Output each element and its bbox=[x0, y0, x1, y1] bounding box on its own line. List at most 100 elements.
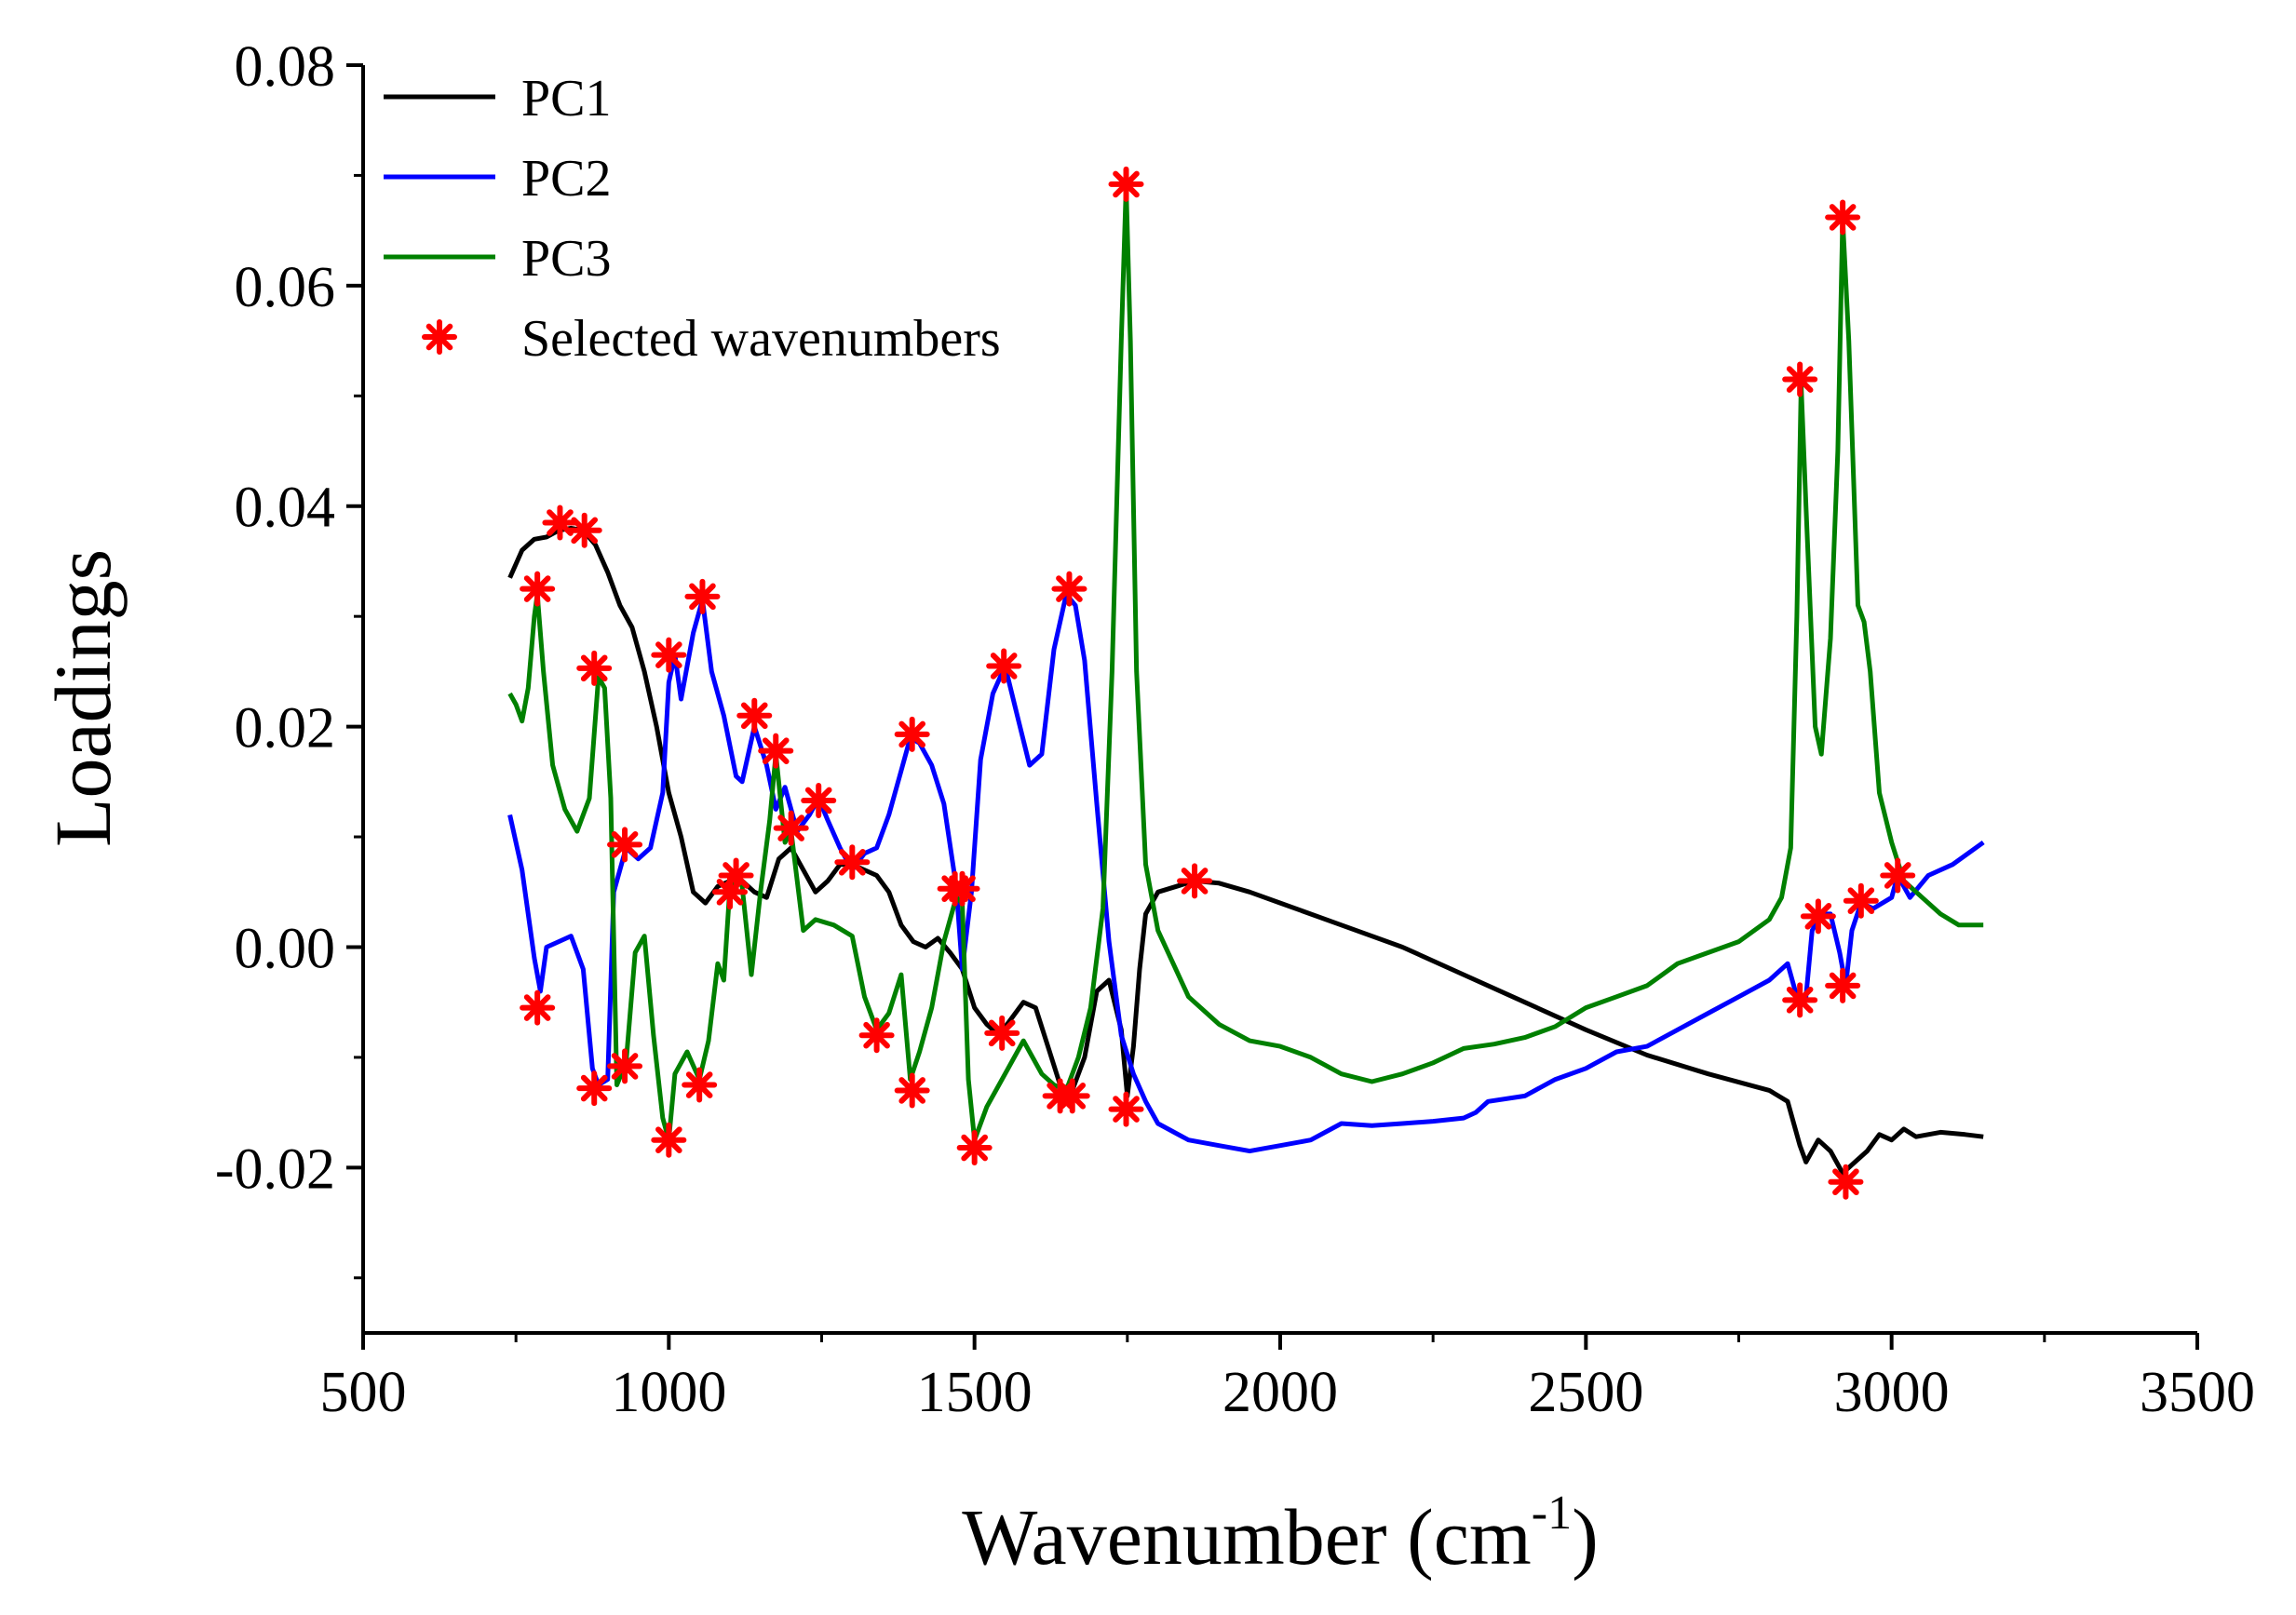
y-tick-label-0.02: 0.02 bbox=[235, 697, 336, 760]
asterisk-stroke bbox=[1804, 903, 1832, 930]
asterisk-stroke bbox=[1056, 575, 1083, 602]
y-tick-label-0.04: 0.04 bbox=[235, 477, 336, 540]
ticks bbox=[346, 63, 2199, 1350]
selected-wavenumber-marker bbox=[894, 716, 930, 752]
selected-wavenumber-marker bbox=[984, 1015, 1020, 1051]
selected-wavenumber-marker bbox=[944, 870, 980, 907]
asterisk-stroke bbox=[990, 653, 1018, 680]
series-line-pc1 bbox=[507, 525, 1984, 1176]
selected-wavenumber-marker bbox=[682, 1067, 718, 1103]
asterisk-stroke bbox=[898, 720, 926, 748]
asterisk-stroke bbox=[523, 994, 551, 1021]
asterisk-stroke bbox=[898, 1077, 926, 1104]
selected-wavenumber-marker bbox=[1825, 967, 1861, 1003]
asterisk-stroke bbox=[723, 862, 750, 889]
y-tick-label-0.06: 0.06 bbox=[235, 256, 336, 319]
x-axis-title-main: Wavenumber (cm bbox=[962, 1492, 1532, 1581]
asterisk-stroke bbox=[580, 654, 608, 682]
axes bbox=[361, 65, 2197, 1335]
selected-wavenumber-markers bbox=[520, 166, 1916, 1200]
tick-labels: 500 1000 1500 2000 2500 3000 3500 0.08 0.06 0.04 0… bbox=[215, 35, 2255, 1424]
legend: PC1 PC2 PC3 Selected wavenumbers bbox=[384, 70, 1001, 368]
asterisk-stroke bbox=[425, 323, 453, 351]
asterisk-stroke bbox=[961, 1134, 988, 1162]
asterisk-stroke bbox=[523, 575, 551, 602]
asterisk-stroke bbox=[740, 702, 768, 730]
selected-wavenumber-marker bbox=[736, 697, 773, 733]
selected-wavenumber-marker bbox=[1825, 199, 1861, 236]
selected-wavenumber-marker bbox=[1108, 166, 1144, 202]
selected-wavenumber-marker bbox=[1843, 882, 1879, 919]
asterisk-stroke bbox=[689, 583, 716, 611]
asterisk-stroke bbox=[1786, 366, 1814, 393]
y-tick-label-0.08: 0.08 bbox=[235, 35, 336, 99]
selected-wavenumber-marker bbox=[758, 733, 794, 769]
asterisk-stroke bbox=[655, 1126, 682, 1154]
selected-wavenumber-marker bbox=[651, 637, 687, 673]
selected-wavenumber-marker bbox=[718, 857, 754, 894]
asterisk-stroke bbox=[571, 517, 599, 545]
selected-wavenumber-marker bbox=[1828, 1164, 1864, 1200]
asterisk-stroke bbox=[1847, 887, 1875, 915]
selected-wavenumber-marker bbox=[1800, 898, 1836, 935]
legend-label-pc2: PC2 bbox=[521, 150, 612, 208]
selected-wavenumber-marker bbox=[1782, 982, 1818, 1018]
asterisk-stroke bbox=[804, 787, 832, 814]
legend-label-pc1: PC1 bbox=[521, 70, 612, 128]
x-tick-label-1500: 1500 bbox=[917, 1361, 1033, 1424]
asterisk-stroke bbox=[988, 1019, 1016, 1047]
selected-wavenumber-marker bbox=[651, 1122, 687, 1158]
series-lines bbox=[507, 183, 1985, 1176]
selected-wavenumber-marker bbox=[801, 782, 837, 818]
x-tick-label-500: 500 bbox=[320, 1361, 407, 1424]
asterisk-stroke bbox=[1113, 170, 1140, 198]
asterisk-stroke bbox=[777, 814, 804, 841]
selected-wavenumber-marker bbox=[1054, 1078, 1090, 1114]
x-tick-label-3500: 3500 bbox=[2140, 1361, 2255, 1424]
x-tick-label-2500: 2500 bbox=[1528, 1361, 1643, 1424]
selected-wavenumber-marker bbox=[894, 1072, 930, 1109]
asterisk-stroke bbox=[1884, 862, 1911, 889]
selected-wavenumber-marker bbox=[858, 1017, 895, 1054]
asterisk-stroke bbox=[1829, 204, 1857, 231]
asterisk-stroke bbox=[863, 1021, 890, 1049]
selected-wavenumber-marker bbox=[576, 650, 613, 686]
selected-wavenumber-marker bbox=[566, 512, 602, 548]
y-tick-label--0.02: -0.02 bbox=[215, 1137, 335, 1201]
asterisk-stroke bbox=[1113, 1096, 1140, 1123]
asterisk-stroke bbox=[1786, 987, 1814, 1014]
selected-wavenumber-marker bbox=[986, 648, 1022, 684]
asterisk-stroke bbox=[1829, 972, 1857, 1000]
x-tick-label-1000: 1000 bbox=[611, 1361, 726, 1424]
asterisk-stroke bbox=[580, 1074, 608, 1102]
selected-wavenumber-marker bbox=[1880, 857, 1916, 894]
selected-wavenumber-marker bbox=[1051, 571, 1087, 607]
asterisk-stroke bbox=[685, 1071, 713, 1098]
selected-wavenumber-marker bbox=[576, 1070, 613, 1107]
selected-wavenumber-marker bbox=[1177, 863, 1213, 899]
selected-wavenumber-marker bbox=[1782, 361, 1818, 397]
asterisk-stroke bbox=[655, 641, 682, 668]
legend-marker-asterisk bbox=[422, 319, 457, 355]
asterisk-stroke bbox=[762, 737, 790, 764]
asterisk-stroke bbox=[949, 875, 976, 903]
selected-wavenumber-marker bbox=[956, 1130, 993, 1166]
selected-wavenumber-marker bbox=[520, 989, 556, 1026]
selected-wavenumber-marker bbox=[607, 1048, 643, 1084]
x-tick-label-2000: 2000 bbox=[1222, 1361, 1338, 1424]
x-axis-title-close: ) bbox=[1572, 1492, 1599, 1581]
selected-wavenumber-marker bbox=[684, 578, 721, 614]
asterisk-stroke bbox=[547, 509, 574, 536]
selected-wavenumber-marker bbox=[773, 810, 809, 846]
series-line-pc2 bbox=[507, 592, 1985, 1154]
selected-wavenumber-marker bbox=[1108, 1091, 1144, 1127]
asterisk-stroke bbox=[839, 848, 866, 876]
asterisk-stroke bbox=[1181, 868, 1209, 895]
asterisk-stroke bbox=[1832, 1168, 1859, 1196]
selected-wavenumber-marker bbox=[520, 571, 556, 607]
selected-wavenumber-marker bbox=[834, 844, 871, 881]
y-tick-label-0.00: 0.00 bbox=[235, 917, 336, 980]
legend-label-pc3: PC3 bbox=[521, 230, 612, 288]
legend-label-selected-wavenumbers: Selected wavenumbers bbox=[521, 310, 1001, 368]
